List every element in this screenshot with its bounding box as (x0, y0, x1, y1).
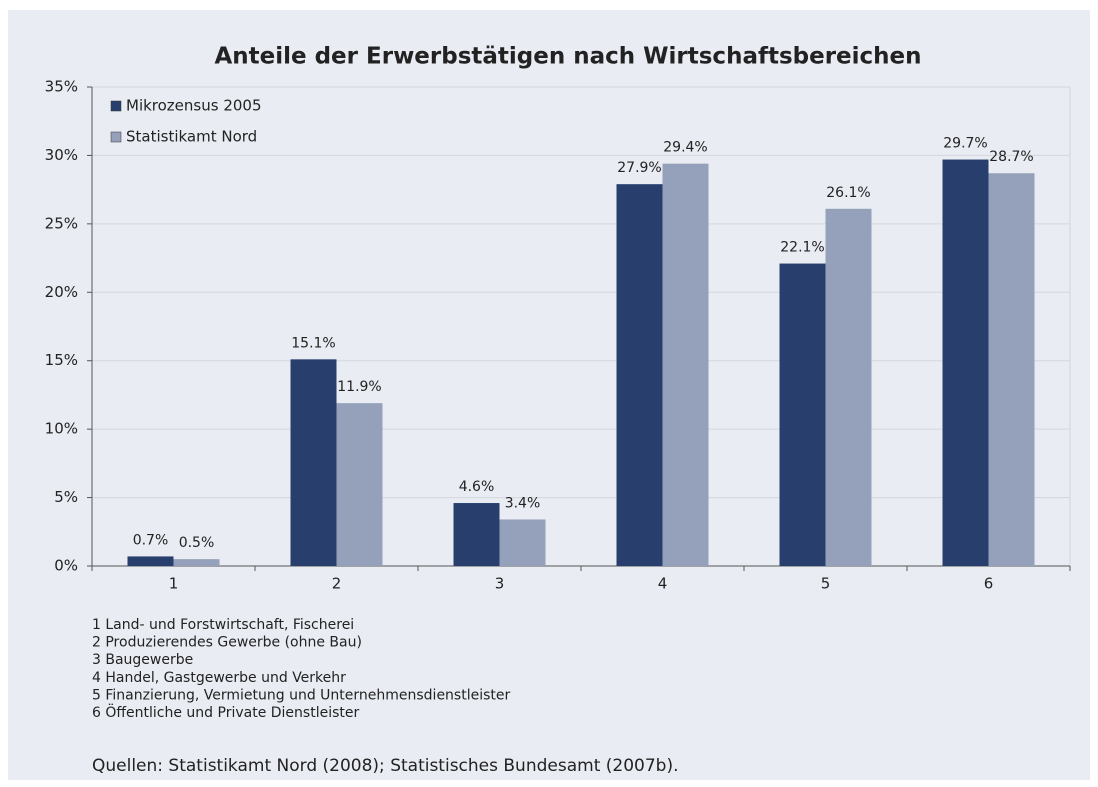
x-tick-label: 1 (169, 575, 179, 593)
footnote: 6 Öffentliche und Private Dienstleister (92, 703, 359, 721)
x-tick-label: 2 (332, 575, 342, 593)
bar (173, 559, 220, 566)
value-label: 29.4% (663, 140, 707, 156)
legend-label: Statistikamt Nord (126, 128, 257, 146)
y-tick-label: 10% (45, 420, 78, 438)
background (8, 10, 1090, 780)
y-tick-label: 5% (54, 488, 78, 506)
footnote: 2 Produzierendes Gewerbe (ohne Bau) (92, 635, 362, 651)
x-tick-label: 6 (984, 575, 994, 593)
chart-title: Anteile der Erwerbstätigen nach Wirtscha… (214, 44, 921, 70)
value-label: 0.7% (133, 532, 169, 548)
x-tick-label: 5 (821, 575, 831, 593)
bar (942, 159, 989, 566)
footnote: 1 Land- und Forstwirtschaft, Fischerei (92, 617, 354, 633)
value-label: 3.4% (505, 495, 541, 511)
legend-label: Mikrozensus 2005 (126, 97, 262, 115)
bar (988, 173, 1035, 566)
y-tick-label: 30% (45, 146, 78, 164)
footnote: 4 Handel, Gastgewerbe und Verkehr (92, 670, 346, 686)
y-tick-label: 15% (45, 351, 78, 369)
x-tick-label: 3 (495, 575, 505, 593)
value-label: 11.9% (337, 379, 381, 395)
bar (662, 163, 709, 566)
y-tick-label: 25% (45, 214, 78, 232)
source: Quellen: Statistikamt Nord (2008); Stati… (92, 756, 678, 776)
legend-swatch (110, 131, 122, 143)
bar (616, 184, 663, 566)
bar (127, 556, 174, 566)
value-label: 27.9% (617, 160, 661, 176)
bar (290, 359, 337, 566)
value-label: 0.5% (179, 535, 215, 551)
bar (825, 208, 872, 566)
y-tick-label: 0% (54, 557, 78, 575)
bar (779, 263, 826, 566)
footnote: 5 Finanzierung, Vermietung und Unternehm… (92, 687, 511, 703)
bar (453, 503, 500, 566)
value-label: 15.1% (291, 335, 335, 351)
value-label: 26.1% (826, 185, 870, 201)
value-label: 29.7% (943, 136, 987, 152)
legend-swatch (110, 100, 122, 112)
y-tick-label: 35% (45, 78, 78, 96)
y-tick-label: 20% (45, 283, 78, 301)
value-label: 4.6% (459, 479, 495, 495)
footnote: 3 Baugewerbe (92, 652, 193, 668)
bar (336, 403, 383, 566)
x-tick-label: 4 (658, 575, 668, 593)
value-label: 28.7% (989, 149, 1033, 165)
value-label: 22.1% (780, 240, 824, 256)
bar (499, 519, 546, 566)
